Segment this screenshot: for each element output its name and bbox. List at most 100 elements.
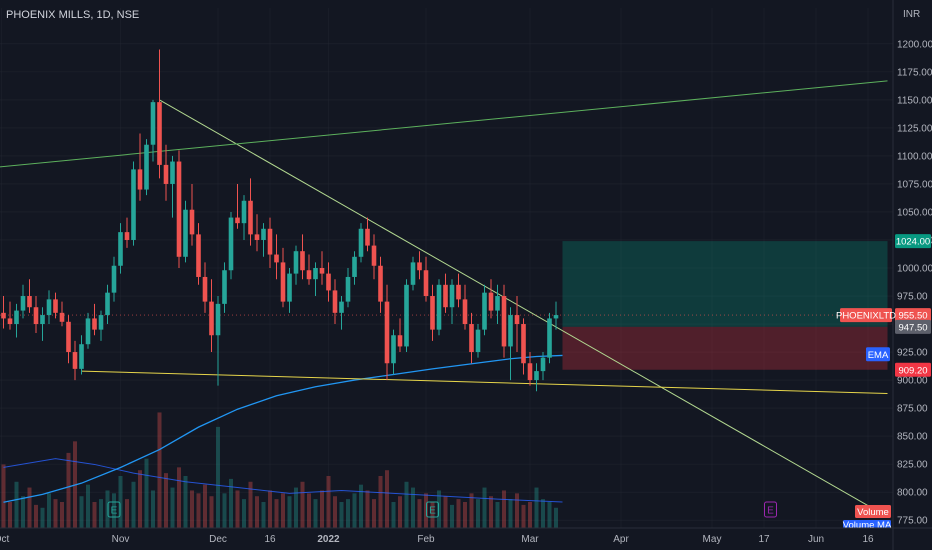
candle-body [98, 315, 104, 330]
volume-bar [404, 481, 409, 528]
volume-bar [307, 493, 311, 528]
time-tick-label: Oct [0, 534, 10, 545]
volume-bar [372, 499, 376, 528]
entry-price-tag-text: 947.50 [898, 322, 927, 333]
earnings-marker[interactable]: E [426, 501, 439, 518]
volume-bar [164, 473, 168, 528]
volume-bar [99, 499, 103, 528]
price-axis[interactable]: 775.00 800.00 825.00 850.00 875.00 900.00 925.… [836, 0, 932, 550]
trendlines[interactable] [0, 80, 893, 518]
long-position-tool[interactable] [562, 241, 888, 370]
volume-bar [27, 487, 32, 528]
volume-bar [118, 476, 123, 528]
candle-body [501, 296, 507, 347]
volume-bar [196, 493, 201, 528]
candle-body [488, 292, 494, 311]
candle-body [163, 164, 169, 184]
target-price-tag[interactable]: 1024.00 [895, 234, 931, 249]
symbol-name-tag[interactable]: PHOENIXLTD [836, 308, 896, 323]
volume-bar [365, 490, 370, 528]
stop-price-tag-bg [895, 362, 931, 377]
time-axis[interactable]: Oct Nov Dec 16 2022 Feb Mar Apr May 17 Jun 16 [0, 527, 932, 545]
candle-body [371, 245, 377, 266]
stop-price-tag[interactable]: 909.20 [895, 362, 931, 377]
candle-body [176, 161, 182, 257]
entry-price-tag[interactable]: 947.50 [895, 319, 931, 334]
time-tick-label: 17 [758, 534, 770, 545]
candle-body [436, 284, 442, 330]
volume-bar [430, 502, 435, 528]
target-zone[interactable] [562, 241, 888, 327]
ema-tag[interactable]: EMA [866, 347, 890, 362]
volume-bar [326, 476, 331, 528]
last-price-tag[interactable]: 955.50 [895, 308, 931, 323]
entry-price-tag-bg [895, 319, 931, 334]
candle-body [449, 284, 455, 308]
volume-bar [300, 481, 305, 528]
stop-zone[interactable] [562, 326, 888, 370]
candle-body [137, 169, 143, 190]
candle-body [222, 270, 227, 304]
candle-body [228, 217, 234, 271]
volume-ma-label-text: Volume MA [843, 520, 892, 531]
trendline-upper-resistance[interactable] [159, 99, 888, 518]
volume-label-tag[interactable]: Volume [855, 505, 891, 518]
time-tick-label: 2022 [317, 534, 340, 545]
volume-bar [209, 496, 214, 528]
volume-bar [339, 502, 344, 528]
volume-ma-label-tag[interactable]: Volume MA [843, 520, 892, 531]
volume-bar [170, 487, 175, 528]
price-tick-label: 900.00 [897, 376, 928, 387]
last-price-tag-text: 955.50 [898, 311, 927, 322]
volume-bar [268, 490, 272, 528]
candle-body [358, 228, 364, 257]
volume-bar [287, 496, 292, 528]
earnings-marker[interactable]: E [107, 501, 121, 518]
volume-bar [359, 484, 363, 528]
volume-bar [14, 481, 19, 528]
candle-body [157, 102, 162, 165]
candle-body [391, 335, 396, 364]
candle-body [430, 296, 435, 330]
candle-body [33, 307, 39, 325]
time-tick-label: Mar [521, 534, 539, 545]
candle-body [118, 232, 123, 266]
candle-body [404, 284, 409, 347]
candle-body [482, 292, 487, 330]
candle-body [40, 315, 45, 325]
time-tick-label: 16 [264, 534, 276, 545]
candle-body [365, 228, 370, 246]
earnings-marker-box [764, 501, 777, 518]
candle-body [397, 335, 403, 347]
candle-body [215, 303, 221, 336]
candle-body [14, 310, 19, 325]
volume-bar [183, 476, 188, 528]
volume-bar [190, 490, 194, 528]
price-tick-label: 850.00 [897, 432, 928, 443]
volume-bar [391, 502, 396, 528]
time-tick-label: Dec [209, 534, 227, 545]
volume-bar [411, 487, 415, 528]
time-tick-label: Jun [808, 534, 824, 545]
volume-bar [222, 493, 227, 528]
candle-body [514, 315, 520, 325]
candle-body [300, 251, 305, 271]
trendline-lower-support[interactable] [81, 370, 888, 395]
candle-body [313, 268, 318, 280]
candle-body [553, 315, 559, 319]
target-price-tag-bg [895, 234, 931, 249]
volume-bar [216, 426, 220, 528]
candle-body [540, 357, 546, 372]
volume-bar [333, 496, 337, 528]
volume-bar [547, 502, 552, 528]
candle-body [469, 324, 474, 353]
earnings-marker[interactable]: E [764, 501, 777, 518]
price-tick-label: 975.00 [897, 292, 928, 303]
candle-body [534, 371, 539, 381]
volume-bar [242, 499, 246, 528]
target-price-tag-text: 1024.00 [896, 237, 930, 248]
earnings-marker-letter: E [767, 506, 774, 517]
candle-body [79, 344, 84, 369]
volume-bar [294, 487, 298, 528]
